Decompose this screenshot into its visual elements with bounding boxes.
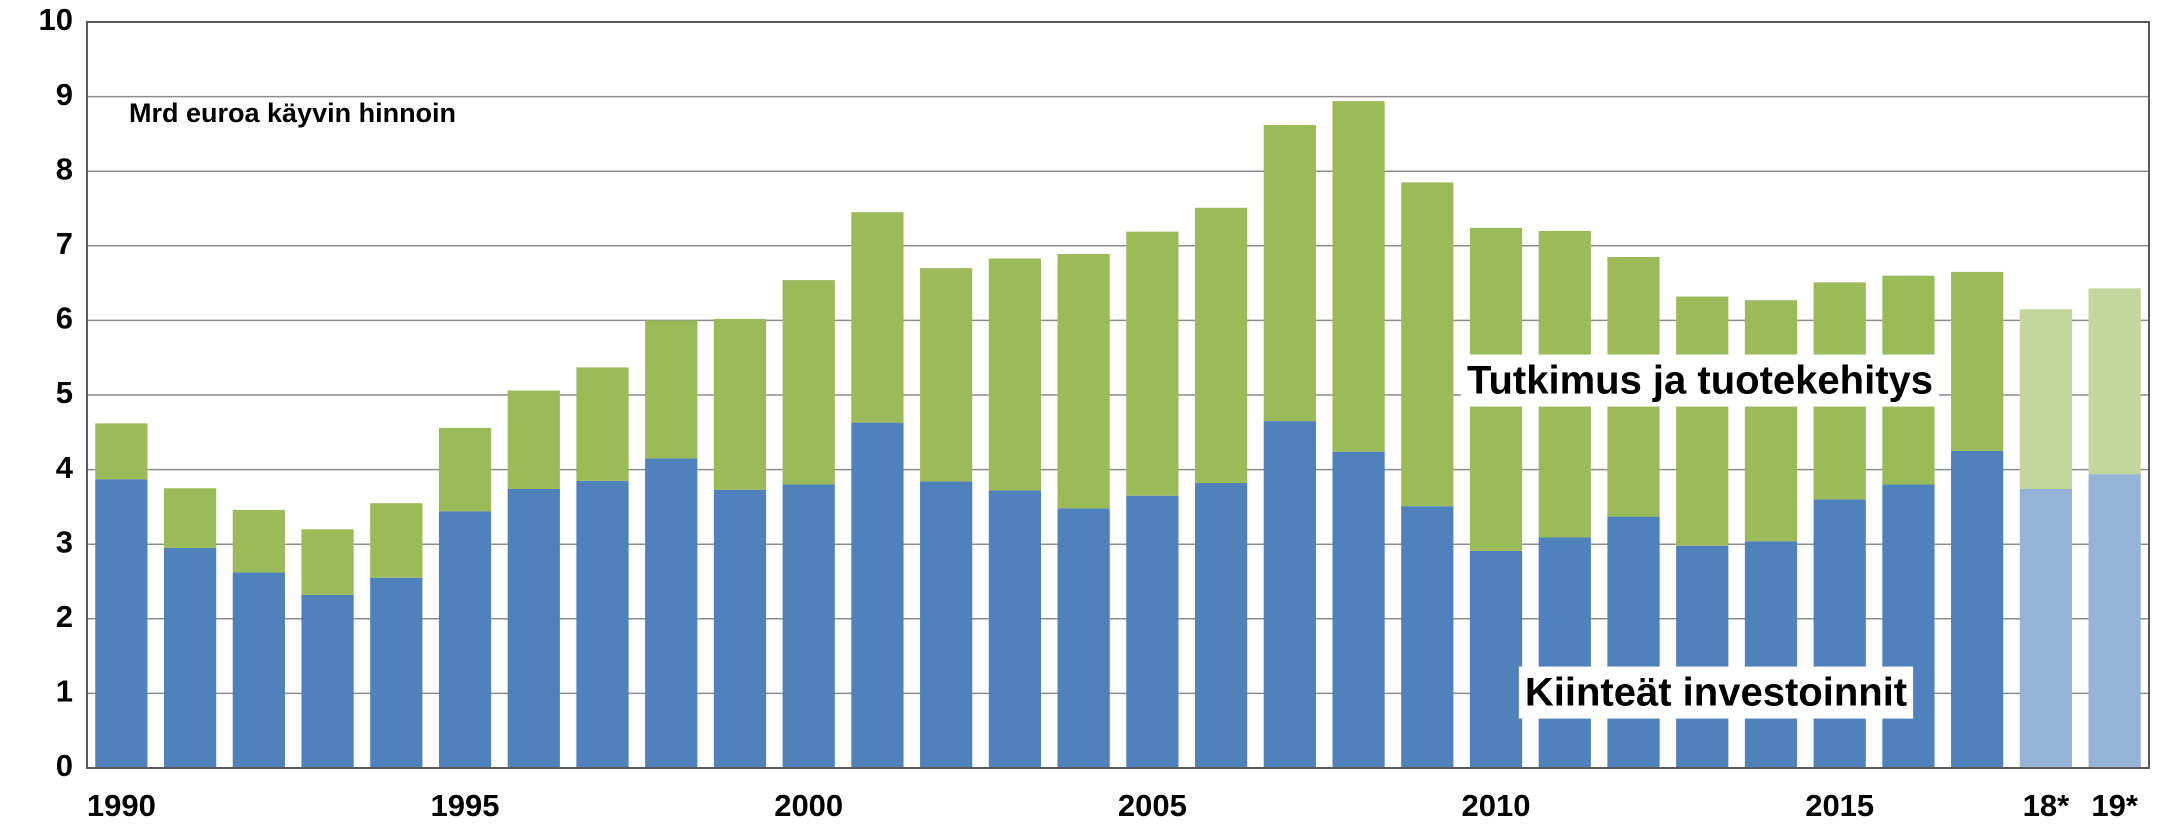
- bar-segment: [1538, 537, 1591, 768]
- bar-segment: [1263, 421, 1316, 768]
- bar-segment: [2088, 288, 2141, 475]
- series-label-bg: [1518, 666, 1914, 719]
- y-tick-label: 4: [56, 450, 74, 485]
- x-tick-label: 1990: [87, 788, 156, 823]
- bar-segment: [1263, 124, 1316, 422]
- bar-segment: [232, 572, 285, 768]
- y-tick-label: 3: [56, 524, 73, 559]
- y-tick-label: 0: [56, 748, 73, 783]
- series-label-bg: [1460, 354, 1940, 407]
- y-tick-label: 1: [56, 674, 73, 709]
- bar-segment: [95, 423, 148, 480]
- bar-segment: [2088, 474, 2141, 768]
- bar-segment: [713, 318, 767, 490]
- plot-border: [86, 21, 2150, 769]
- bar-segment: [645, 320, 698, 459]
- bar-segment: [163, 488, 217, 548]
- bar-segment: [438, 511, 492, 768]
- y-tick-label: 7: [56, 226, 73, 261]
- chart-subtitle: Mrd euroa käyvin hinnoin: [129, 98, 456, 128]
- bar-segment: [782, 280, 835, 485]
- x-tick-label: 18*: [2023, 788, 2070, 823]
- bar-segment: [370, 577, 423, 768]
- bar-segment: [301, 594, 354, 768]
- bar-segment: [1332, 451, 1385, 768]
- bar-segment: [1607, 516, 1660, 768]
- bar-segment: [645, 458, 698, 768]
- bar-segment: [2019, 309, 2073, 489]
- x-tick-label: 2010: [1462, 788, 1531, 823]
- bar-segment: [1194, 207, 1248, 484]
- bar-segment: [782, 484, 835, 768]
- bar-segment: [1469, 550, 1523, 768]
- y-tick-label: 10: [39, 2, 73, 37]
- bar-segment: [301, 529, 354, 595]
- bar-segment: [507, 488, 560, 768]
- bar-segment: [232, 509, 285, 573]
- bar-segment: [1744, 541, 1798, 768]
- bar-segment: [920, 268, 973, 482]
- bar-segment: [95, 479, 148, 768]
- x-tick-label: 2005: [1118, 788, 1187, 823]
- bar-segment: [1194, 483, 1248, 768]
- bar-segment: [713, 489, 767, 768]
- bar-segment: [1951, 450, 2004, 768]
- bar-segment: [1401, 506, 1454, 768]
- bar-segment: [370, 503, 423, 578]
- x-tick-label: 19*: [2091, 788, 2138, 823]
- bar-segment: [851, 422, 904, 768]
- bar-segment: [1744, 300, 1798, 542]
- y-tick-label: 5: [56, 375, 73, 410]
- bar-segment: [988, 490, 1042, 768]
- y-tick-label: 9: [56, 77, 73, 112]
- bar-segment: [163, 547, 217, 768]
- bar-segment: [576, 367, 629, 481]
- y-tick-label: 6: [56, 301, 73, 336]
- bar-segment: [1332, 101, 1385, 452]
- x-tick-label: 2000: [774, 788, 843, 823]
- bar-segment: [851, 212, 904, 423]
- bar-segment: [438, 427, 492, 512]
- bar-segment: [920, 481, 973, 768]
- bar-segment: [1813, 499, 1866, 768]
- bar-segment: [1126, 495, 1179, 768]
- x-tick-label: 1995: [431, 788, 500, 823]
- bar-segment: [1057, 508, 1110, 768]
- y-tick-label: 2: [56, 599, 73, 634]
- bar-segment: [1951, 271, 2004, 451]
- bar-segment: [1401, 182, 1454, 507]
- y-tick-label: 8: [56, 151, 73, 186]
- bar-segment: [988, 258, 1042, 491]
- bar-segment: [1676, 296, 1729, 546]
- series-label: Tutkimus ja tuotekehitys: [1467, 359, 1933, 403]
- bar-segment: [2019, 488, 2073, 768]
- bar-segment: [1057, 254, 1110, 509]
- bar-segment: [576, 480, 629, 768]
- bar-segment: [507, 390, 560, 489]
- x-tick-label: 2015: [1805, 788, 1874, 823]
- bar-segment: [1676, 545, 1729, 768]
- bar-segment: [1882, 484, 1935, 768]
- bar-segment: [1126, 231, 1179, 496]
- series-label: Kiinteät investoinnit: [1525, 671, 1907, 715]
